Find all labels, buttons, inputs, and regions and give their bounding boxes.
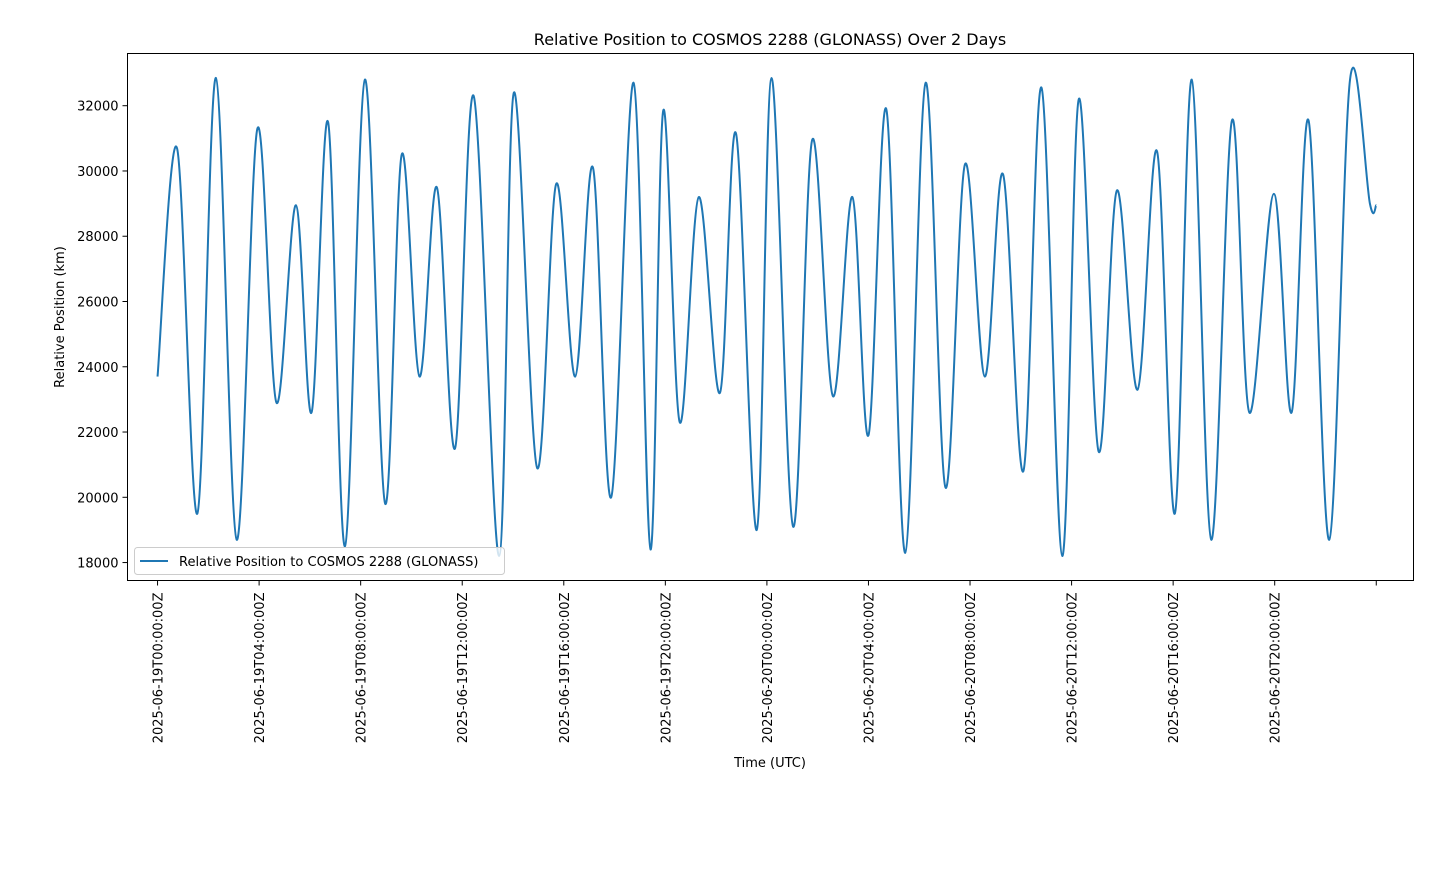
y-tick-label: 32000 (77, 100, 118, 115)
series-line (156, 66, 1378, 558)
x-tick-label: 2025-06-20T04:00:00Z (862, 592, 877, 743)
x-tick-label: 2025-06-19T00:00:00Z (152, 592, 167, 743)
y-tick-label: 30000 (77, 165, 118, 180)
y-tick-label: 20000 (77, 491, 118, 506)
legend-label: Relative Position to COSMOS 2288 (GLONAS… (179, 555, 478, 570)
x-tick-label: 2025-06-19T04:00:00Z (253, 592, 268, 743)
x-tick-label: 2025-06-19T16:00:00Z (558, 592, 573, 743)
y-axis-ticks: 18000 20000 22000 24000 26000 28000 30000 32000 (77, 100, 128, 572)
y-tick-label: 22000 (77, 426, 118, 441)
x-tick-label: 2025-06-19T12:00:00Z (456, 592, 471, 743)
plot-frame (127, 53, 1414, 581)
x-tick-label: 2025-06-19T08:00:00Z (355, 592, 370, 743)
y-tick-label: 26000 (77, 296, 118, 311)
legend-box (134, 547, 505, 575)
x-axis-title: Time (UTC) (733, 756, 806, 771)
x-axis-ticks: 2025-06-19T00:00:00Z 2025-06-19T04:00:00Z… (152, 580, 1377, 743)
x-tick-label: 2025-06-19T20:00:00Z (659, 592, 674, 743)
plot-layer (156, 66, 1378, 558)
x-tick-label: 2025-06-20T08:00:00Z (964, 592, 979, 743)
legend: Relative Position to COSMOS 2288 (GLONAS… (134, 547, 505, 575)
y-tick-label: 18000 (77, 557, 118, 572)
x-tick-label: 2025-06-20T12:00:00Z (1066, 592, 1081, 743)
y-tick-label: 24000 (77, 361, 118, 376)
x-tick-label: 2025-06-20T20:00:00Z (1269, 592, 1284, 743)
y-axis-title: Relative Position (km) (53, 246, 68, 388)
chart-title: Relative Position to COSMOS 2288 (GLONAS… (534, 30, 1006, 49)
x-tick-label: 2025-06-20T00:00:00Z (761, 592, 776, 743)
y-tick-label: 28000 (77, 230, 118, 245)
x-tick-label: 2025-06-20T16:00:00Z (1167, 592, 1182, 743)
